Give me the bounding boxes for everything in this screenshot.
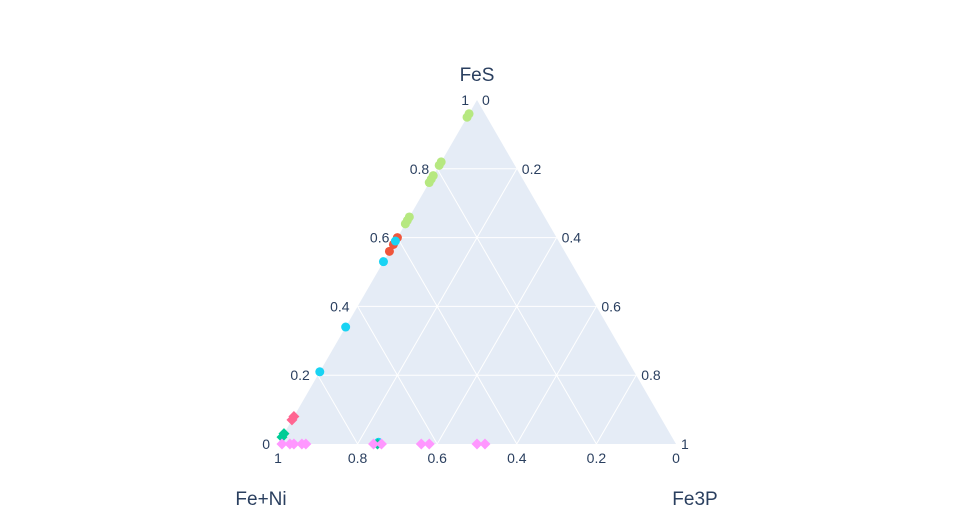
tick-label-b: 1 (274, 450, 282, 466)
data-point-diamond (375, 438, 387, 450)
data-point-circle (315, 367, 325, 377)
tick-label-b: 0.6 (427, 450, 447, 466)
tick-label-b: 0.2 (587, 450, 607, 466)
grid-line-c (595, 374, 637, 445)
grid-line-c (436, 237, 558, 445)
tick-label-a: 0.8 (410, 161, 430, 177)
tick-label-a: 0.4 (330, 298, 350, 314)
axis-title-fe-ni: Fe+Ni (235, 489, 286, 510)
grid-line-b (357, 306, 438, 445)
data-point-diamond (276, 438, 288, 450)
tick-label-a: 1 (461, 92, 469, 108)
tick-labels: 00.20.40.60.8100.20.40.60.8100.20.40.60.… (262, 92, 689, 466)
data-point-diamond (276, 431, 288, 443)
axis-title-fe3p: Fe3P (672, 489, 717, 510)
tick-label-a: 0.2 (290, 367, 310, 383)
plot-background (278, 100, 676, 444)
grid-line-b (317, 374, 359, 445)
grid-line-b (396, 237, 518, 445)
data-point-diamond (368, 438, 380, 450)
data-point-diamond (471, 438, 483, 450)
data-markers (276, 109, 491, 450)
tick-label-c: 1 (681, 436, 689, 452)
tick-label-c: 0.6 (601, 298, 621, 314)
data-point-diamond (479, 438, 491, 450)
tick-label-c: 0.4 (562, 230, 582, 246)
data-point-circle (462, 112, 472, 122)
data-point-diamond (286, 414, 298, 426)
tick-label-c: 0.8 (641, 367, 661, 383)
data-point-circle (378, 257, 388, 267)
tick-label-c: 0.2 (522, 161, 542, 177)
axis-title-fes: FeS (460, 65, 495, 86)
grid-line-c (516, 306, 597, 445)
tick-label-b: 0.8 (348, 450, 368, 466)
data-point-diamond (415, 438, 427, 450)
tick-label-c: 0 (482, 92, 490, 108)
grid-lines (317, 168, 637, 445)
data-point-diamond (300, 438, 312, 450)
data-point-circle (434, 160, 444, 170)
data-point-circle (400, 219, 410, 229)
data-point-circle (424, 178, 434, 188)
data-point-circle (390, 236, 400, 246)
data-point-diamond (423, 438, 435, 450)
data-point-circle (341, 322, 351, 332)
tick-label-a: 0.6 (370, 230, 390, 246)
tick-label-b: 0 (672, 450, 680, 466)
data-point-diamond (288, 438, 300, 450)
tick-label-b: 0.4 (507, 450, 527, 466)
tick-label-a: 0 (262, 436, 270, 452)
data-point-circle (384, 246, 394, 256)
